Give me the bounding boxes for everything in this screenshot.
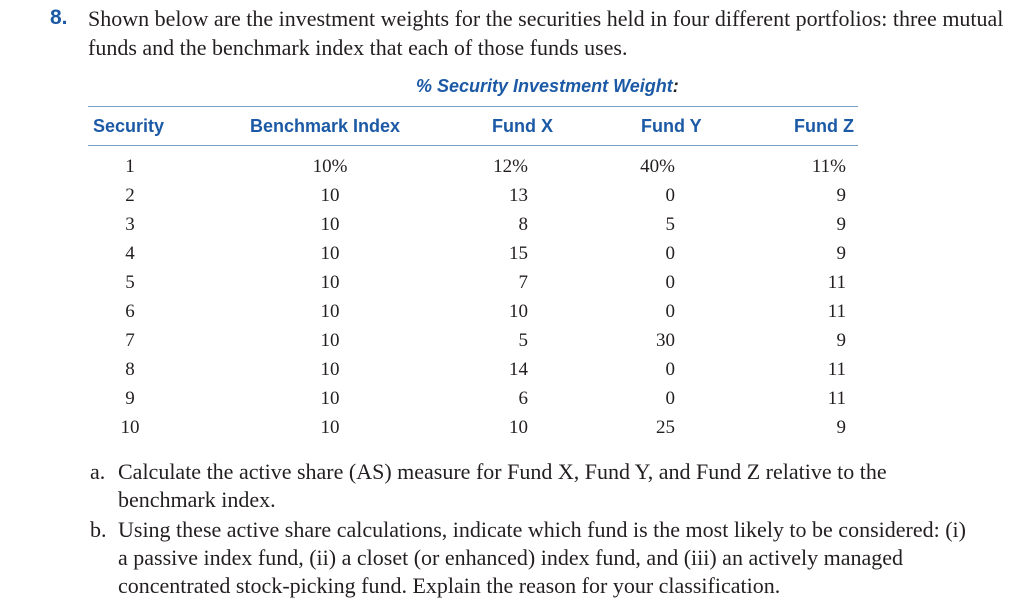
table-row: 7 10 5 30 9 <box>0 326 1024 355</box>
cell-fund-z: 11 <box>827 301 846 322</box>
cell-fund-x: 10 <box>509 301 528 322</box>
cell-fund-x: 6 <box>518 388 529 409</box>
table-row: 4 10 15 0 9 <box>0 239 1024 268</box>
cell-security: 6 <box>125 301 135 322</box>
part-b-label: b. <box>90 517 107 542</box>
part-a-text: Calculate the active share (AS) measure … <box>118 459 887 512</box>
table-row: 5 10 7 0 11 <box>0 268 1024 297</box>
problem-intro: Shown below are the investment weights f… <box>88 6 1004 60</box>
cell-fund-y: 0 <box>665 272 676 293</box>
cell-fund-x: 8 <box>518 214 529 235</box>
cell-benchmark: 10 <box>320 301 340 322</box>
table-row: 9 10 6 0 11 <box>0 384 1024 413</box>
cell-fund-z: 9 <box>836 417 847 438</box>
part-b-text: Using these active share calculations, i… <box>118 517 966 598</box>
cell-fund-x: 10 <box>509 417 528 438</box>
question-parts: a. Calculate the active share (AS) measu… <box>90 458 970 602</box>
cell-fund-y: 0 <box>665 185 676 206</box>
cell-fund-x: 5 <box>518 330 529 351</box>
cell-fund-y: 5 <box>665 214 676 235</box>
cell-fund-x: 14 <box>509 359 528 380</box>
cell-benchmark: 10 <box>320 243 340 264</box>
part-a-label: a. <box>90 459 106 484</box>
table-row: 6 10 10 0 11 <box>0 297 1024 326</box>
cell-fund-y: 0 <box>665 359 676 380</box>
cell-security: 1 <box>125 156 135 177</box>
table-title-text: % Security Investment Weight <box>416 76 673 96</box>
table-header-rule <box>88 145 858 146</box>
table-row: 2 10 13 0 9 <box>0 181 1024 210</box>
cell-fund-y: 25 <box>656 417 675 438</box>
cell-fund-z: 9 <box>836 185 847 206</box>
cell-security: 5 <box>125 272 135 293</box>
cell-security: 4 <box>125 243 135 264</box>
table-row: 8 10 14 0 11 <box>0 355 1024 384</box>
cell-security: 2 <box>125 185 135 206</box>
cell-fund-z: 9 <box>836 243 847 264</box>
cell-security: 7 <box>125 330 135 351</box>
cell-fund-z: 9 <box>836 330 847 351</box>
cell-fund-z: 11 <box>827 272 846 293</box>
cell-benchmark: 10 <box>320 214 340 235</box>
cell-benchmark: 10 <box>320 272 340 293</box>
cell-benchmark: 10 <box>320 330 340 351</box>
header-benchmark: Benchmark Index <box>250 116 401 136</box>
table-row: 3 10 8 5 9 <box>0 210 1024 239</box>
part-b: b. Using these active share calculations… <box>90 516 970 600</box>
cell-fund-y: 0 <box>665 243 676 264</box>
cell-fund-y: 0 <box>665 301 676 322</box>
header-fund-z: Fund Z <box>794 116 854 136</box>
cell-fund-x: 13 <box>509 185 528 206</box>
cell-security: 3 <box>125 214 135 235</box>
table-row: 1 10% 12% 40% 11% <box>0 152 1024 181</box>
cell-fund-y: 30 <box>656 330 675 351</box>
cell-benchmark: 10 <box>320 417 340 438</box>
cell-benchmark: 10 <box>320 388 340 409</box>
cell-security: 10 <box>120 417 140 438</box>
cell-fund-y: 0 <box>665 388 676 409</box>
cell-fund-x: 12% <box>493 156 528 177</box>
cell-benchmark: 10% <box>312 156 348 177</box>
cell-fund-x: 7 <box>518 272 529 293</box>
table-top-rule <box>88 106 858 107</box>
cell-benchmark: 10 <box>320 185 340 206</box>
table-title-colon: : <box>672 76 679 96</box>
cell-fund-z: 9 <box>836 214 847 235</box>
cell-fund-z: 11 <box>827 388 846 409</box>
cell-fund-x: 15 <box>509 243 528 264</box>
table-row: 10 10 10 25 9 <box>0 413 1024 442</box>
table-title: % Security Investment Weight: <box>416 76 679 97</box>
cell-fund-z: 11% <box>811 156 846 177</box>
header-fund-y: Fund Y <box>641 116 702 136</box>
cell-security: 8 <box>125 359 135 380</box>
cell-fund-z: 11 <box>827 359 846 380</box>
cell-benchmark: 10 <box>320 359 340 380</box>
header-fund-x: Fund X <box>492 116 553 136</box>
part-a: a. Calculate the active share (AS) measu… <box>90 458 970 514</box>
cell-security: 9 <box>125 388 135 409</box>
header-security: Security <box>93 116 165 136</box>
cell-fund-y: 40% <box>640 156 675 177</box>
problem-number: 8. <box>50 6 68 29</box>
